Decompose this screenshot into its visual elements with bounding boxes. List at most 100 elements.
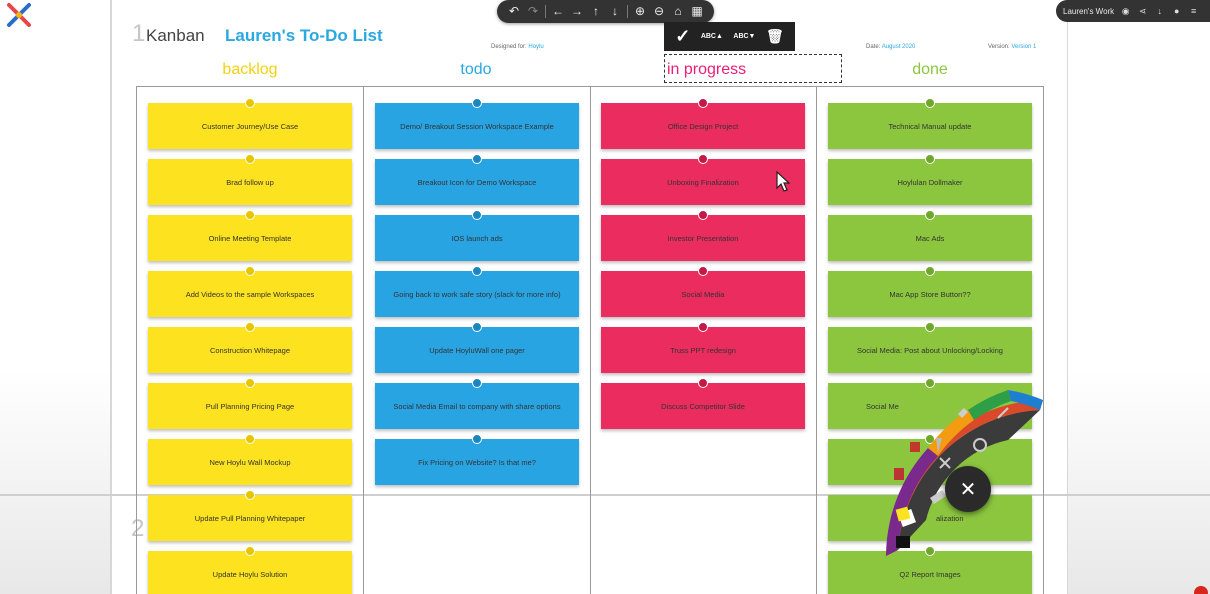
workspace-name[interactable]: Lauren's Work	[1063, 6, 1115, 16]
arrow-right-icon[interactable]: →	[571, 4, 583, 18]
arrow-left-icon[interactable]: ←	[552, 4, 564, 18]
decrease-font-button[interactable]: ABC▼	[733, 33, 756, 40]
note-pin[interactable]	[698, 266, 708, 276]
sticky-note[interactable]: Technical Manual update	[828, 98, 1032, 149]
note-pin[interactable]	[245, 154, 255, 164]
sticky-note[interactable]: Fix Pricing on Website? Is that me?	[375, 434, 579, 485]
note-pin[interactable]	[925, 378, 935, 388]
sticky-note[interactable]: Hoylulan Dollmaker	[828, 154, 1032, 205]
sticky-note[interactable]: Investor Presentation	[601, 210, 805, 261]
sticky-note[interactable]: Online Meeting Template	[148, 210, 352, 261]
arrow-down-icon[interactable]: ↓	[612, 4, 618, 18]
confirm-check-icon[interactable]: ✓	[675, 26, 691, 46]
column-title-backlog[interactable]: backlog	[222, 61, 278, 78]
note-pin[interactable]	[472, 266, 482, 276]
note-pin[interactable]	[245, 210, 255, 220]
note-pin[interactable]	[698, 322, 708, 332]
note-pin[interactable]	[245, 378, 255, 388]
undo-icon[interactable]: ↶	[508, 4, 520, 18]
sticky-note[interactable]: Brad follow up	[148, 154, 352, 205]
list-title[interactable]: Lauren's To-Do List	[225, 26, 383, 45]
note-pin[interactable]	[472, 378, 482, 388]
sticky-note[interactable]: Social Media	[601, 266, 805, 317]
eraser-icon[interactable]	[930, 490, 946, 504]
note-pin[interactable]	[925, 434, 935, 444]
column-title-done[interactable]: done	[912, 61, 948, 78]
sticky-note[interactable]: Update HoyluWall one pager	[375, 322, 579, 373]
zoom-in-icon[interactable]: ⊕	[634, 4, 646, 18]
lasso-icon[interactable]	[997, 407, 1009, 419]
note-pin[interactable]	[245, 322, 255, 332]
zoom-out-icon[interactable]: ⊖	[653, 4, 665, 18]
note-pin[interactable]	[698, 378, 708, 388]
magnifier-icon[interactable]	[973, 438, 987, 452]
date-value[interactable]: August 2020	[881, 44, 916, 50]
note-pin[interactable]	[472, 322, 482, 332]
note-pin[interactable]	[472, 210, 482, 220]
sticky-note[interactable]: Discuss Competitor Slide	[601, 378, 805, 429]
radial-tool-palette[interactable]	[858, 378, 1048, 558]
expand-icon[interactable]	[939, 457, 951, 469]
increase-font-button[interactable]: ABC▲	[700, 33, 723, 40]
sticky-note[interactable]: New Hoylu Wall Mockup	[148, 434, 352, 485]
sticky-note[interactable]: Social Media Email to company with share…	[375, 378, 579, 429]
home-icon[interactable]: ⌂	[674, 4, 682, 18]
note-pin[interactable]	[698, 154, 708, 164]
sticky-note[interactable]: Mac App Store Button??	[828, 266, 1032, 317]
sticky-note[interactable]: Construction Whitepage	[148, 322, 352, 373]
sync-icon[interactable]: ◉	[1121, 5, 1130, 16]
sticky-note-icon[interactable]	[895, 506, 911, 522]
note-pin[interactable]	[925, 322, 935, 332]
note-pin[interactable]	[245, 490, 255, 500]
sticky-note[interactable]: Truss PPT redesign	[601, 322, 805, 373]
sticky-note[interactable]: Going back to work safe story (slack for…	[375, 266, 579, 317]
sticky-note[interactable]: Update Hoylu Solution	[148, 546, 352, 594]
flask-icon[interactable]	[936, 438, 942, 453]
note-pin[interactable]	[698, 210, 708, 220]
sticky-note[interactable]: IOS launch ads	[375, 210, 579, 261]
designed-for-value[interactable]: Hoylu	[528, 44, 544, 50]
sticky-note[interactable]: Breakout Icon for Demo Workspace	[375, 154, 579, 205]
download-icon[interactable]: ↓	[1157, 6, 1162, 16]
hoylu-logo-icon[interactable]	[6, 2, 32, 28]
sticky-note[interactable]: Q2 Report Images	[828, 546, 1032, 594]
version-value[interactable]: Version 1	[1011, 44, 1037, 50]
user-icon[interactable]: ●	[1173, 6, 1180, 16]
note-pin[interactable]	[245, 266, 255, 276]
pen-icon[interactable]	[958, 408, 968, 418]
note-pin[interactable]	[925, 546, 935, 556]
note-pin[interactable]	[925, 266, 935, 276]
sticky-note[interactable]: Update Pull Planning Whitepaper	[148, 490, 352, 541]
column-title-todo[interactable]: todo	[460, 61, 492, 78]
note-pin[interactable]	[472, 434, 482, 444]
sticky-note[interactable]: Unboxing Finalization	[601, 154, 805, 205]
column-divider	[816, 86, 817, 594]
menu-icon[interactable]: ≡	[1191, 6, 1197, 16]
note-pin[interactable]	[245, 434, 255, 444]
sticky-note[interactable]: Social Media: Post about Unlocking/Locki…	[828, 322, 1032, 373]
note-pin[interactable]	[245, 98, 255, 108]
note-pin[interactable]	[698, 98, 708, 108]
note-pin[interactable]	[472, 154, 482, 164]
arrow-up-icon[interactable]: ↑	[593, 4, 599, 18]
share-icon[interactable]: ⋖	[1138, 5, 1147, 16]
sticky-note[interactable]: Customer Journey/Use Case	[148, 98, 352, 149]
close-icon[interactable]: ✕	[945, 466, 991, 512]
tool-ring[interactable]	[898, 410, 1040, 550]
sticky-note[interactable]: Pull Planning Pricing Page	[148, 378, 352, 429]
sticky-note[interactable]: Add Videos to the sample Workspaces	[148, 266, 352, 317]
trash-icon[interactable]: 🗑	[765, 28, 784, 44]
note-pin[interactable]	[925, 210, 935, 220]
note-text: alization	[936, 513, 964, 523]
sticky-note[interactable]: Demo/ Breakout Session Workspace Example	[375, 98, 579, 149]
note-pin[interactable]	[925, 98, 935, 108]
sticky-note[interactable]: Office Design Project	[601, 98, 805, 149]
redo-icon[interactable]: ↷	[527, 4, 539, 18]
note-pin[interactable]	[925, 154, 935, 164]
column-title-in-progress-selected[interactable]: in progress	[664, 54, 842, 83]
note-pin[interactable]	[245, 546, 255, 556]
note-pin[interactable]	[472, 98, 482, 108]
grid-icon[interactable]: ▦	[691, 4, 703, 18]
sticky-note[interactable]: Mac Ads	[828, 210, 1032, 261]
notification-badge[interactable]	[1194, 586, 1208, 594]
